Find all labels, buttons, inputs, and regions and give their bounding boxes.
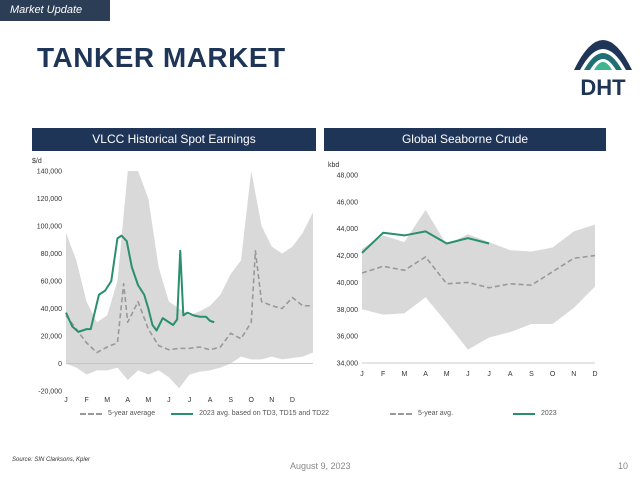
chart-left-title: VLCC Historical Spot Earnings: [32, 128, 316, 151]
legend-swatch-2023b: [513, 412, 536, 415]
x-tick-label: M: [145, 397, 151, 404]
x-tick-label: S: [228, 397, 233, 404]
section-tag: Market Update: [0, 0, 110, 21]
source-note: Source: SIN Clarksons, Kpler: [12, 457, 91, 463]
range-band: [66, 171, 313, 389]
y-tick-label: 38,000: [337, 307, 359, 314]
y-tick-label: 34,000: [337, 361, 359, 368]
y-axis-label: kbd: [328, 162, 339, 169]
dht-logo: DHT: [566, 0, 640, 100]
logo-text: DHT: [580, 75, 626, 100]
x-tick-label: J: [487, 371, 491, 378]
x-tick-label: J: [64, 397, 68, 404]
x-tick-label: J: [167, 397, 171, 404]
x-tick-label: M: [104, 397, 110, 404]
y-tick-label: 48,000: [337, 173, 359, 180]
page-title: TANKER MARKET: [37, 42, 286, 73]
x-tick-label: D: [290, 397, 295, 404]
x-tick-label: A: [508, 371, 513, 378]
x-tick-label: A: [125, 397, 130, 404]
y-tick-label: 36,000: [337, 334, 359, 341]
series-5yr-average-line: [65, 249, 313, 354]
legend-label-5yr: 5-year avg.: [418, 410, 454, 417]
range-band: [362, 209, 595, 350]
x-tick-label: A: [423, 371, 428, 378]
chart-left-legend: 5-year average 2023 avg. based on TD3, T…: [80, 410, 329, 417]
y-tick-label: 40,000: [41, 306, 63, 313]
y-tick-label: 42,000: [337, 253, 359, 260]
y-tick-label: 0: [58, 361, 62, 368]
page-number: 10: [618, 461, 629, 471]
chart-right-title: Global Seaborne Crude: [324, 128, 606, 151]
x-tick-label: J: [466, 371, 470, 378]
legend-label-2023: 2023 avg. based on TD3, TD15 and TD22: [199, 410, 330, 417]
y-tick-label: -20,000: [38, 389, 62, 396]
legend-label-2023b: 2023: [541, 410, 557, 417]
footer-date: August 9, 2023: [290, 461, 351, 471]
x-tick-label: M: [401, 371, 407, 378]
x-tick-label: F: [381, 371, 385, 378]
chart-right-legend: 5-year avg. 2023: [390, 410, 557, 417]
x-tick-label: J: [360, 371, 364, 378]
y-tick-label: 40,000: [337, 280, 359, 287]
vlcc-earnings-chart: $/d 140,000 120,000 100,000 80,000 60,000 40,0…: [32, 158, 313, 404]
series-2023-line: [361, 230, 490, 254]
y-tick-label: 120,000: [37, 196, 62, 203]
series-2023-line: [65, 234, 215, 333]
series-5yr-average-line: [361, 254, 596, 289]
x-tick-label: O: [550, 371, 556, 378]
y-tick-label: 44,000: [337, 226, 359, 233]
x-tick-label: N: [269, 397, 274, 404]
legend-swatch-avg: [80, 412, 102, 415]
x-tick-label: S: [529, 371, 534, 378]
x-tick-label: D: [592, 371, 597, 378]
y-tick-label: 80,000: [41, 251, 63, 258]
x-tick-label: O: [249, 397, 255, 404]
y-tick-label: 140,000: [37, 169, 62, 176]
legend-swatch-2023: [171, 412, 194, 415]
legend-label-avg: 5-year average: [108, 410, 156, 417]
x-tick-label: J: [188, 397, 192, 404]
x-tick-label: N: [571, 371, 576, 378]
y-tick-label: 60,000: [41, 279, 63, 286]
x-tick-label: F: [84, 397, 88, 404]
y-tick-label: 46,000: [337, 199, 359, 206]
y-axis-label: $/d: [32, 158, 42, 165]
legend-swatch-5yr: [390, 412, 412, 415]
seaborne-crude-chart: kbd 48,000 46,000 44,000 42,000 40,000 38,000 3…: [328, 162, 598, 378]
x-tick-label: A: [208, 397, 213, 404]
x-tick-label: M: [444, 371, 450, 378]
y-tick-label: 20,000: [41, 334, 63, 341]
y-tick-label: 100,000: [37, 224, 62, 231]
